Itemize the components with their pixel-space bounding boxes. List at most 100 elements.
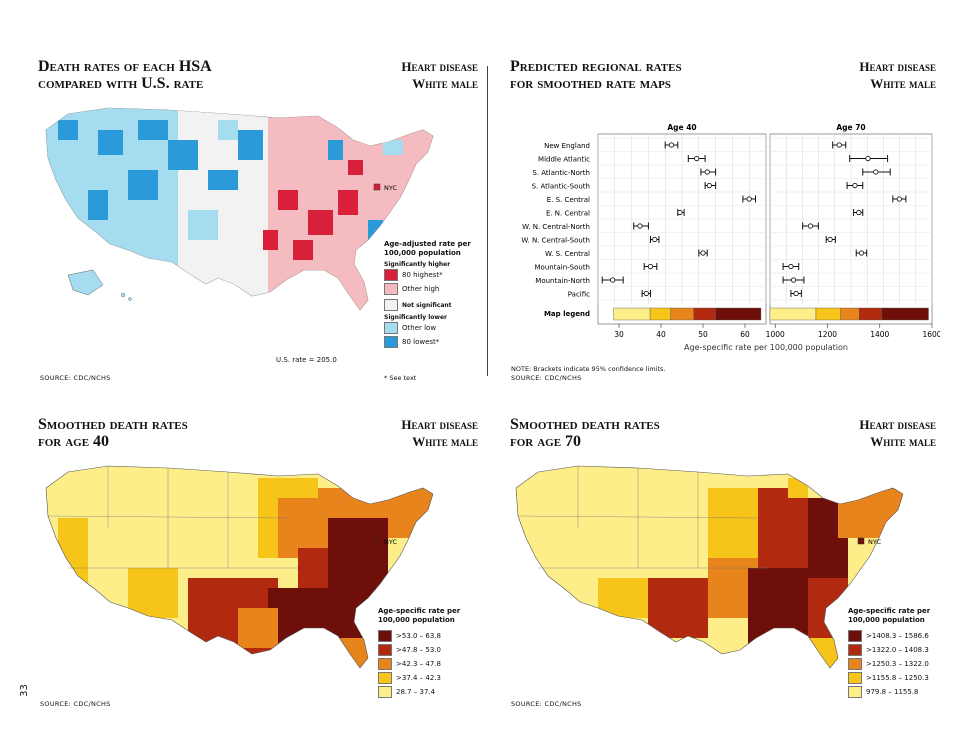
title-line-1: Predicted regional rates: [510, 58, 682, 75]
legend-item: Other low: [384, 321, 474, 335]
title-line-2: for smoothed rate maps: [510, 75, 671, 92]
map-legend-segment: [859, 307, 883, 321]
disease-label: Heart disease: [401, 417, 478, 432]
legend-items: >1408.3 – 1586.6 >1322.0 – 1408.3 >1250.3 …: [848, 629, 948, 699]
data-point: [865, 155, 871, 162]
legend-swatch: [378, 644, 392, 656]
disease-label: Heart disease: [859, 59, 936, 74]
legend-label: >1322.0 – 1408.3: [866, 646, 929, 654]
panel-smoothed-age40: Smoothed death rates for age 40 Heart di…: [38, 416, 478, 756]
source-note: SOURCE: CDC/NCHS: [511, 374, 582, 382]
panel-divider: [487, 66, 488, 376]
legend-item: >47.8 – 53.0: [378, 643, 478, 657]
hawaii-shape: [120, 292, 126, 298]
legend-label: 979.8 – 1155.8: [866, 688, 919, 696]
nyc-marker: [373, 537, 381, 545]
legend-swatch: [848, 630, 862, 642]
legend-swatch: [378, 686, 392, 698]
footnote: * See text: [384, 374, 417, 382]
legend-swatch: [848, 686, 862, 698]
map-legend-label: Map legend: [544, 310, 590, 318]
tick-label: 60: [740, 330, 750, 339]
legend-swatch: [378, 658, 392, 670]
legend-item: 80 highest*: [384, 268, 474, 282]
category-label: New England: [544, 142, 590, 150]
category-label: W. S. Central: [545, 250, 590, 258]
legend-item: Other high: [384, 282, 474, 296]
tick-label: 1200: [818, 330, 837, 339]
source-note: SOURCE: CDC/NCHS: [40, 374, 111, 382]
chart-note: NOTE: Brackets indicate 95% confidence l…: [511, 365, 666, 373]
us-rate-label: U.S. rate = 205.0: [276, 356, 337, 364]
legend-label: >47.8 – 53.0: [396, 646, 441, 654]
tick-label: 1600: [922, 330, 940, 339]
data-point: [700, 250, 706, 256]
legend-swatch: [384, 283, 398, 295]
panel-title: Smoothed death rates for age 70: [510, 416, 660, 450]
panel-title: Smoothed death rates for age 40: [38, 416, 188, 450]
age40-legend: Age-specific rate per 100,000 population…: [378, 607, 478, 699]
legend-label: >53.0 – 63.8: [396, 632, 441, 640]
title-line-2: compared with U.S. rate: [38, 75, 204, 92]
data-point: [694, 155, 700, 162]
map-legend-segment: [693, 307, 716, 321]
panel-title: Age 70: [836, 123, 865, 132]
panel-title: Age 40: [667, 123, 696, 132]
legend-title: Age-specific rate per 100,000 population: [378, 607, 461, 624]
panel-title: Death rates of each HSA compared with U.…: [38, 58, 212, 92]
map-legend-segment: [649, 307, 671, 321]
legend-label: Other high: [402, 285, 440, 293]
map-legend-segment: [670, 307, 694, 321]
legend-label: >42.3 – 47.8: [396, 660, 441, 668]
data-point: [788, 263, 794, 270]
group-label: White male: [412, 76, 478, 91]
panel-subtitle: Heart disease White male: [401, 416, 478, 450]
panel-regional-rates: Predicted regional rates for smoothed ra…: [510, 58, 936, 398]
category-label: Mountain-North: [535, 277, 590, 285]
legend-swatch: [378, 630, 392, 642]
tick-label: 1000: [766, 330, 785, 339]
hsa-comparison-map: NYC: [45, 107, 434, 311]
x-axis-label: Age-specific rate per 100,000 population: [684, 343, 848, 352]
category-label: E. S. Central: [547, 196, 590, 204]
legend-lower-group: Other low 80 lowest*: [384, 321, 474, 349]
legend-swatch: [384, 269, 398, 281]
panel-title: Predicted regional rates for smoothed ra…: [510, 58, 682, 92]
panel-subtitle: Heart disease White male: [859, 58, 936, 92]
nyc-label: NYC: [384, 184, 397, 192]
page-number: 33: [18, 684, 30, 697]
category-label: Middle Atlantic: [538, 156, 590, 164]
legend-swatch: [848, 672, 862, 684]
regional-rates-chart: New England Middle Atlantic S. Atlantic-No…: [521, 123, 940, 352]
nyc-marker: [857, 537, 865, 545]
smoothed-map-age70: NYC: [515, 465, 904, 669]
legend-sig-lower: Significantly lower: [384, 314, 447, 321]
data-point: [652, 236, 658, 243]
panel-subtitle: Heart disease White male: [401, 58, 478, 92]
disease-label: Heart disease: [859, 417, 936, 432]
map-legend-segment: [815, 307, 841, 321]
smoothed-map-age40: NYC: [45, 465, 434, 669]
category-label: S. Atlantic-North: [532, 169, 590, 177]
panel-hsa-comparison: Death rates of each HSA compared with U.…: [38, 58, 478, 398]
data-point: [677, 209, 683, 216]
legend-item: >42.3 – 47.8: [378, 657, 478, 671]
legend-label: >1155.8 – 1250.3: [866, 674, 929, 682]
title-line-2: for age 40: [38, 433, 110, 450]
category-label: E. N. Central: [546, 210, 590, 218]
legend-label: >1250.3 – 1322.0: [866, 660, 929, 668]
legend-label: 80 lowest*: [402, 338, 440, 346]
panel-subtitle: Heart disease White male: [859, 416, 936, 450]
data-point: [827, 236, 833, 243]
state-borders: [47, 466, 298, 569]
data-point: [610, 277, 616, 283]
title-line-1: Death rates of each HSA: [38, 58, 212, 75]
map-legend-segment: [881, 307, 929, 321]
group-label: White male: [412, 434, 478, 449]
data-point: [836, 142, 842, 148]
data-point: [852, 182, 858, 189]
source-note: SOURCE: CDC/NCHS: [511, 700, 582, 708]
legend-label: 80 highest*: [402, 271, 443, 279]
legend-item: >1155.8 – 1250.3: [848, 671, 948, 685]
legend-label: Not significant: [402, 301, 452, 309]
